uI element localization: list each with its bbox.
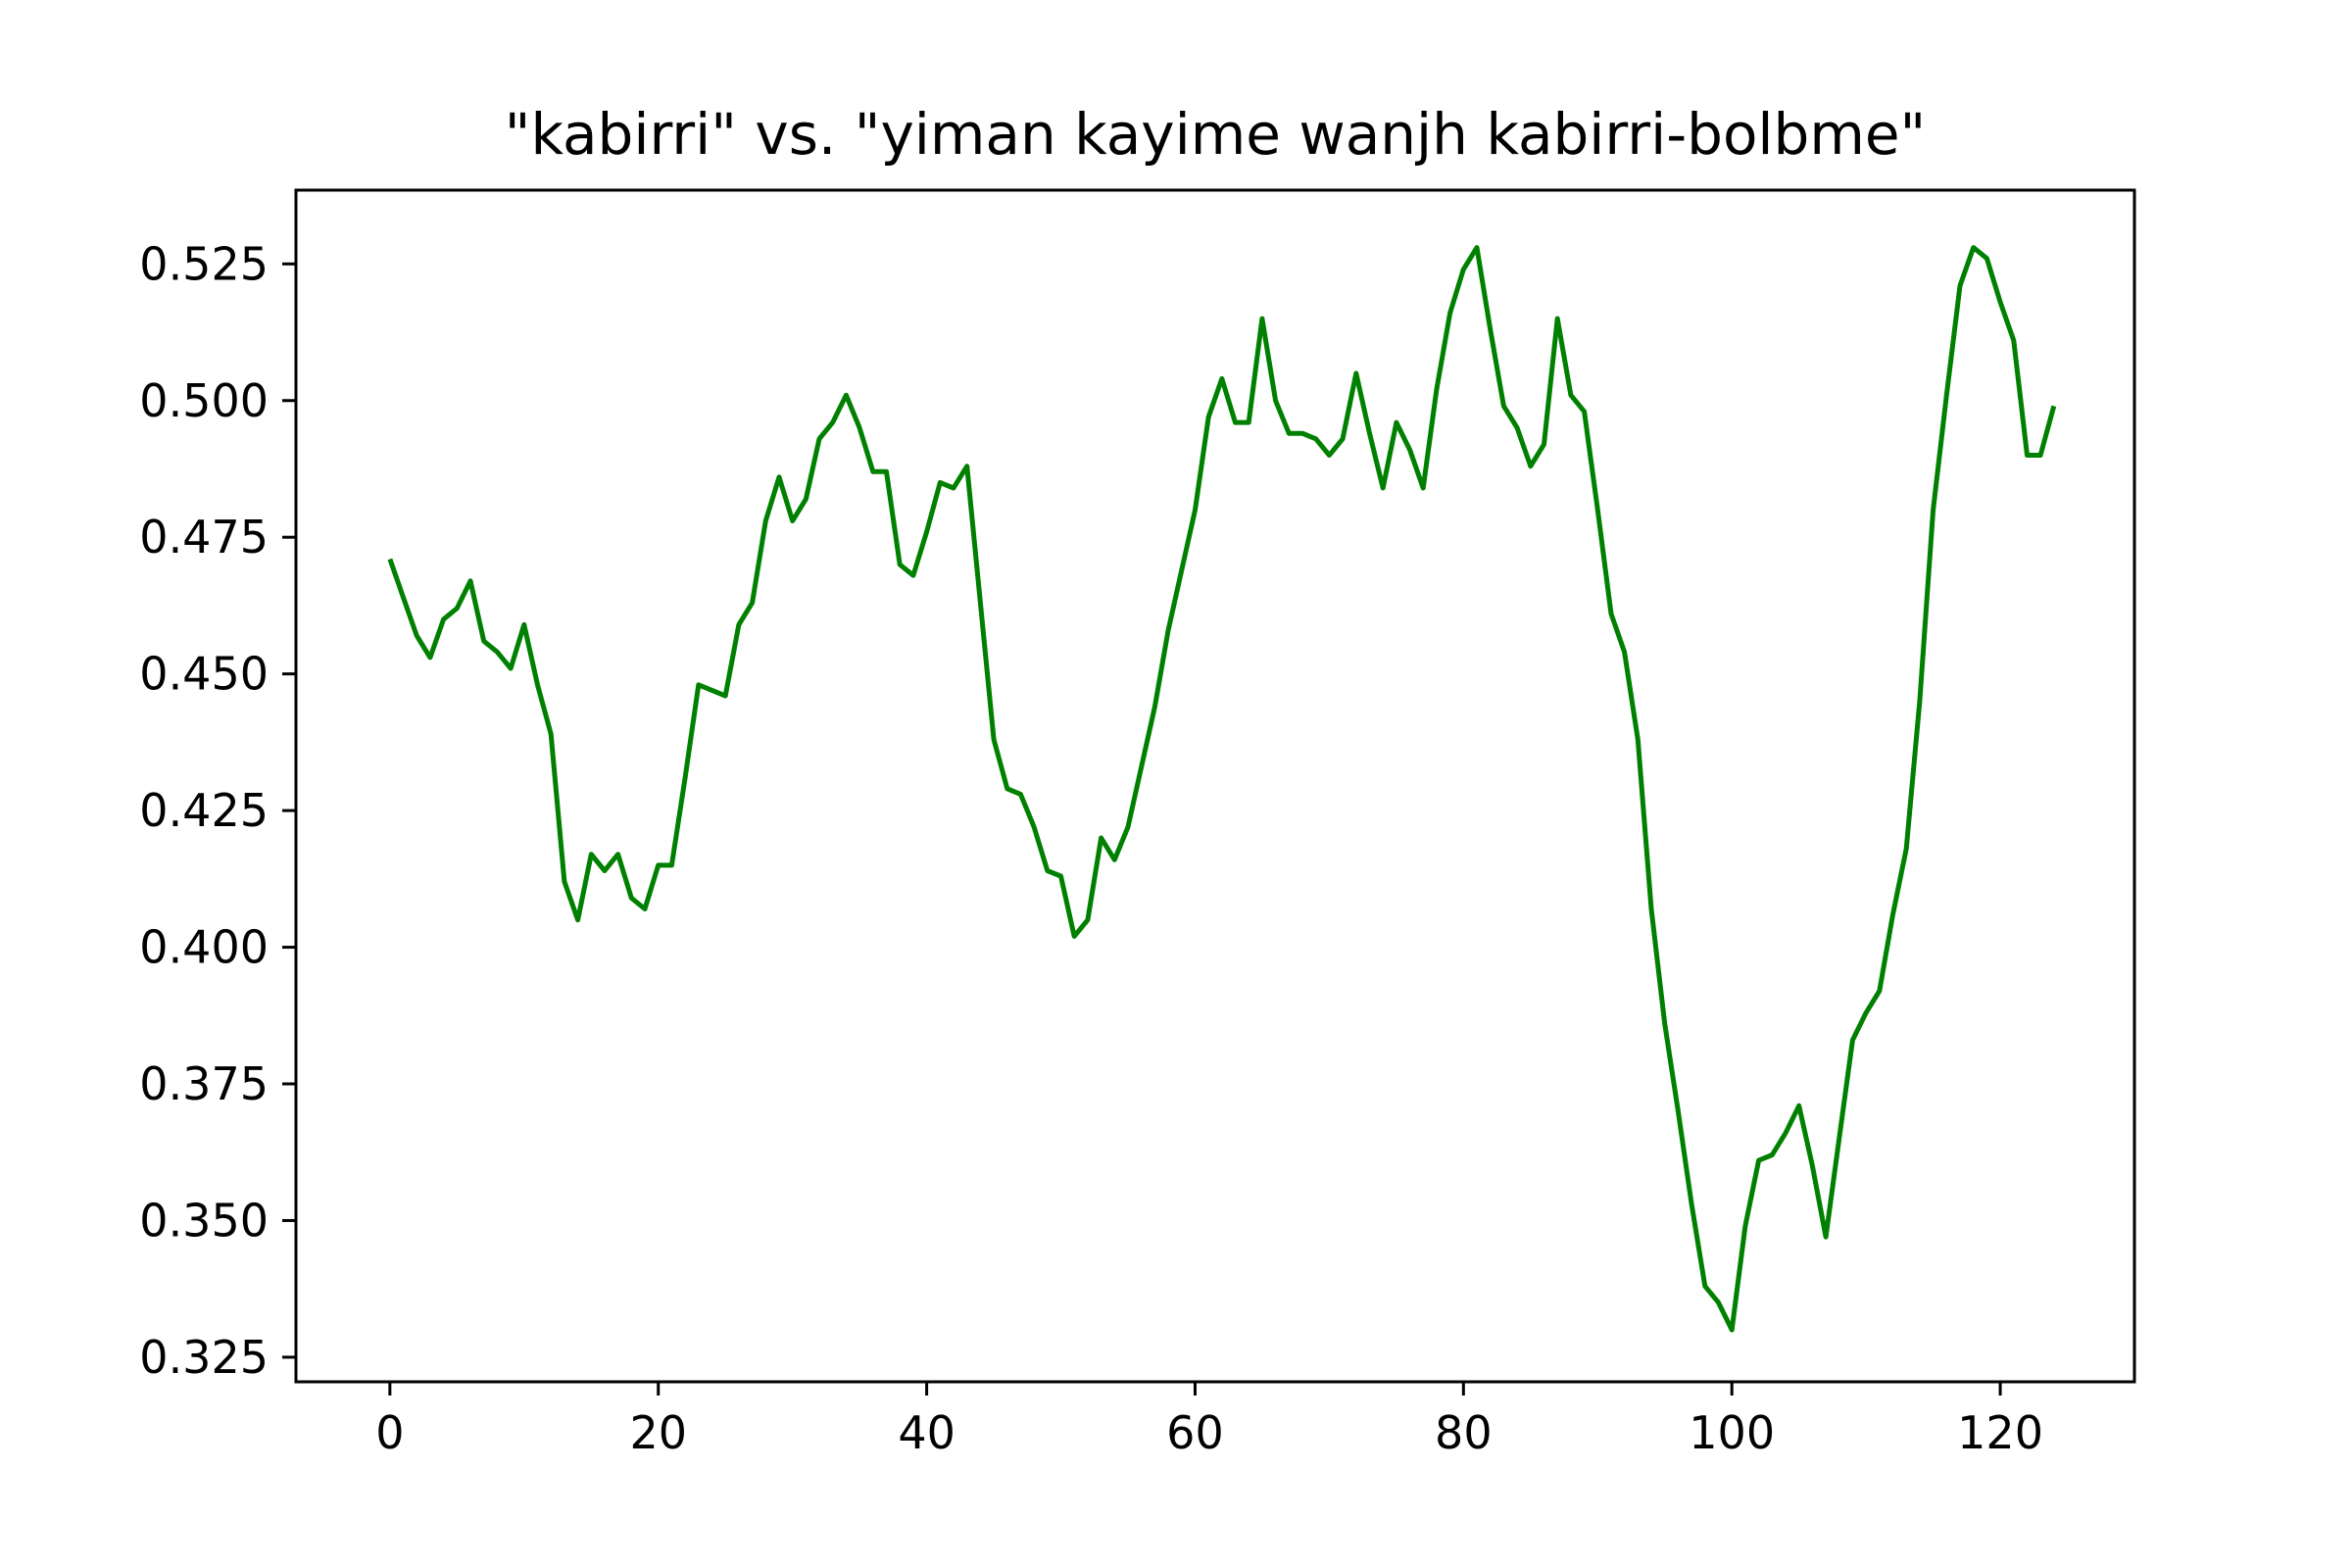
chart-title: "kabirri" vs. "yiman kayime wanjh kabirr… xyxy=(505,101,1926,168)
series-line-0 xyxy=(387,245,2057,1333)
y-axis: 0.325 0.350 0.375 0.400 0.425 0.450 0.475 0.500… xyxy=(139,237,296,1384)
x-tick-label: 80 xyxy=(1435,1406,1493,1459)
x-tick-label: 0 xyxy=(375,1406,404,1459)
x-tick-label: 20 xyxy=(629,1406,687,1459)
y-tick-label: 0.400 xyxy=(139,921,269,974)
y-tick-label: 0.475 xyxy=(139,511,269,564)
x-tick-label: 40 xyxy=(898,1406,956,1459)
y-tick-label: 0.500 xyxy=(139,374,269,427)
series-layer xyxy=(387,245,2057,1333)
y-tick-label: 0.325 xyxy=(139,1331,269,1384)
x-tick-label: 60 xyxy=(1166,1406,1224,1459)
y-tick-label: 0.425 xyxy=(139,784,269,837)
plot-frame xyxy=(294,188,2136,1384)
x-tick-label: 120 xyxy=(1957,1406,2043,1459)
y-tick-label: 0.375 xyxy=(139,1057,269,1110)
y-tick-label: 0.525 xyxy=(139,237,269,290)
x-axis: 0 20 40 60 80 100 120 xyxy=(375,1382,2043,1459)
y-tick-label: 0.450 xyxy=(139,648,269,701)
y-tick-label: 0.350 xyxy=(139,1194,269,1247)
x-tick-label: 100 xyxy=(1689,1406,1775,1459)
